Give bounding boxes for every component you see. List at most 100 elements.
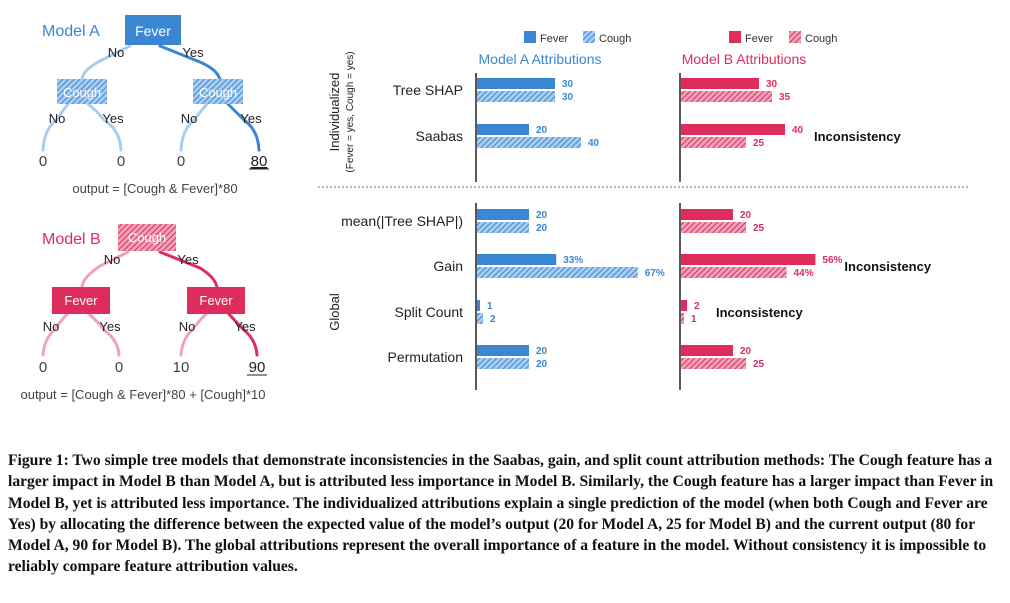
legend-model-b: Fever Cough [729, 31, 837, 45]
inconsistency-label: Inconsistency [844, 259, 931, 274]
individualized-label: Individualized [327, 73, 342, 152]
legend-fever-swatch-a [524, 31, 536, 43]
model-b-tree: Model B Cough No Yes Fever Fever No Yes … [20, 224, 267, 402]
bar-b-cough [681, 267, 787, 278]
bar-a-fever [477, 345, 529, 356]
model-a-right-node [193, 79, 243, 104]
model-a-edges-light [41, 44, 209, 152]
value-label-b-cough: 44% [794, 268, 814, 279]
panel-title-model-a: Model A Attributions [479, 51, 602, 67]
bar-a-cough [477, 137, 581, 148]
model-b-left-yes: Yes [99, 319, 121, 334]
model-a-left-node-label: Cough [63, 85, 101, 100]
legend-fever-label-a: Fever [540, 33, 568, 45]
value-label-a-fever: 33% [563, 255, 583, 266]
value-label-a-fever: 20 [536, 210, 548, 221]
model-a-root-node [125, 15, 181, 45]
model-b-left-node [52, 287, 110, 314]
global-label: Global [327, 293, 342, 331]
value-label-b-fever: 30 [766, 79, 778, 90]
attribution-chart: Individualized (Fever = yes, Cough = yes… [318, 31, 970, 390]
model-b-title: Model B [42, 231, 101, 248]
figure-caption: Figure 1: Two simple tree models that de… [8, 452, 994, 576]
model-b-root-label: Cough [128, 230, 166, 245]
model-a-title: Model A [42, 23, 100, 40]
bar-b-cough [681, 137, 746, 148]
model-b-root-no: No [104, 252, 121, 267]
value-label-b-fever: 56% [822, 255, 842, 266]
model-a-left-yes: Yes [102, 111, 124, 126]
model-a-leaf-1: 0 [39, 153, 47, 170]
legend-cough-label-a: Cough [599, 33, 631, 45]
model-a-left-node [57, 79, 107, 104]
individualized-sublabel: (Fever = yes, Cough = yes) [345, 51, 356, 172]
bar-b-cough [681, 358, 746, 369]
value-label-a-cough: 20 [536, 359, 548, 370]
model-a-root-label: Fever [135, 23, 171, 39]
bar-b-fever [681, 209, 733, 220]
bar-a-fever [477, 254, 557, 265]
value-label-a-cough: 40 [588, 138, 600, 149]
model-a-output: output = [Cough & Fever]*80 [72, 181, 237, 196]
model-a-leaf-2: 0 [117, 153, 125, 170]
row-label: Gain [433, 258, 463, 274]
bar-a-cough [477, 358, 529, 369]
model-a-leaf-4: 80 [251, 153, 268, 170]
value-label-a-fever: 20 [536, 125, 548, 136]
model-a-right-yes: Yes [240, 111, 262, 126]
legend-fever-label-b: Fever [745, 33, 773, 45]
row-label: Tree SHAP [393, 82, 463, 98]
bar-a-fever [477, 78, 555, 89]
value-label-a-fever: 30 [562, 79, 574, 90]
model-b-left-node-label: Fever [64, 293, 98, 308]
legend-fever-swatch-b [729, 31, 741, 43]
model-b-right-yes: Yes [234, 319, 256, 334]
bar-a-fever [477, 300, 480, 311]
value-label-b-cough: 25 [753, 223, 765, 234]
value-label-a-cough: 67% [645, 268, 665, 279]
legend-cough-label-b: Cough [805, 33, 837, 45]
model-b-edges-active [158, 250, 259, 357]
bar-b-fever [681, 345, 733, 356]
bar-b-cough [681, 222, 746, 233]
model-a-edges-active [158, 44, 261, 152]
model-b-leaf-3: 10 [173, 359, 190, 376]
bar-a-cough [477, 91, 555, 102]
model-b-left-no: No [43, 319, 60, 334]
value-label-b-fever: 40 [792, 125, 804, 136]
model-b-leaf-4: 90 [249, 359, 266, 376]
bar-a-cough [477, 222, 529, 233]
value-label-b-cough: 1 [691, 314, 697, 325]
model-b-root-yes: Yes [177, 252, 199, 267]
value-label-a-cough: 20 [536, 223, 548, 234]
bar-a-cough [477, 267, 638, 278]
value-label-b-cough: 25 [753, 359, 765, 370]
value-label-b-fever: 20 [740, 210, 752, 221]
model-b-right-node [187, 287, 245, 314]
model-a-leaf-3: 0 [177, 153, 185, 170]
bar-b-cough [681, 313, 684, 324]
value-label-a-cough: 30 [562, 92, 574, 103]
bar-b-fever [681, 254, 816, 265]
row-label: mean(|Tree SHAP|) [341, 213, 463, 229]
row-label: Saabas [416, 128, 463, 144]
model-a-root-no: No [108, 45, 125, 60]
inconsistency-label: Inconsistency [716, 305, 803, 320]
model-b-leaf-2: 0 [115, 359, 123, 376]
model-a-right-node-label: Cough [199, 85, 237, 100]
value-label-b-fever: 20 [740, 346, 752, 357]
bar-b-fever [681, 300, 687, 311]
model-b-right-no: No [179, 319, 196, 334]
panel-title-model-b: Model B Attributions [682, 51, 807, 67]
value-label-b-fever: 2 [694, 301, 700, 312]
value-label-b-cough: 25 [753, 138, 765, 149]
value-label-a-cough: 2 [490, 314, 496, 325]
value-label-b-cough: 35 [779, 92, 791, 103]
bar-a-cough [477, 313, 483, 324]
bar-a-fever [477, 124, 529, 135]
model-a-root-yes: Yes [182, 45, 204, 60]
row-label: Split Count [395, 304, 464, 320]
inconsistency-label: Inconsistency [814, 129, 901, 144]
value-label-a-fever: 20 [536, 346, 548, 357]
